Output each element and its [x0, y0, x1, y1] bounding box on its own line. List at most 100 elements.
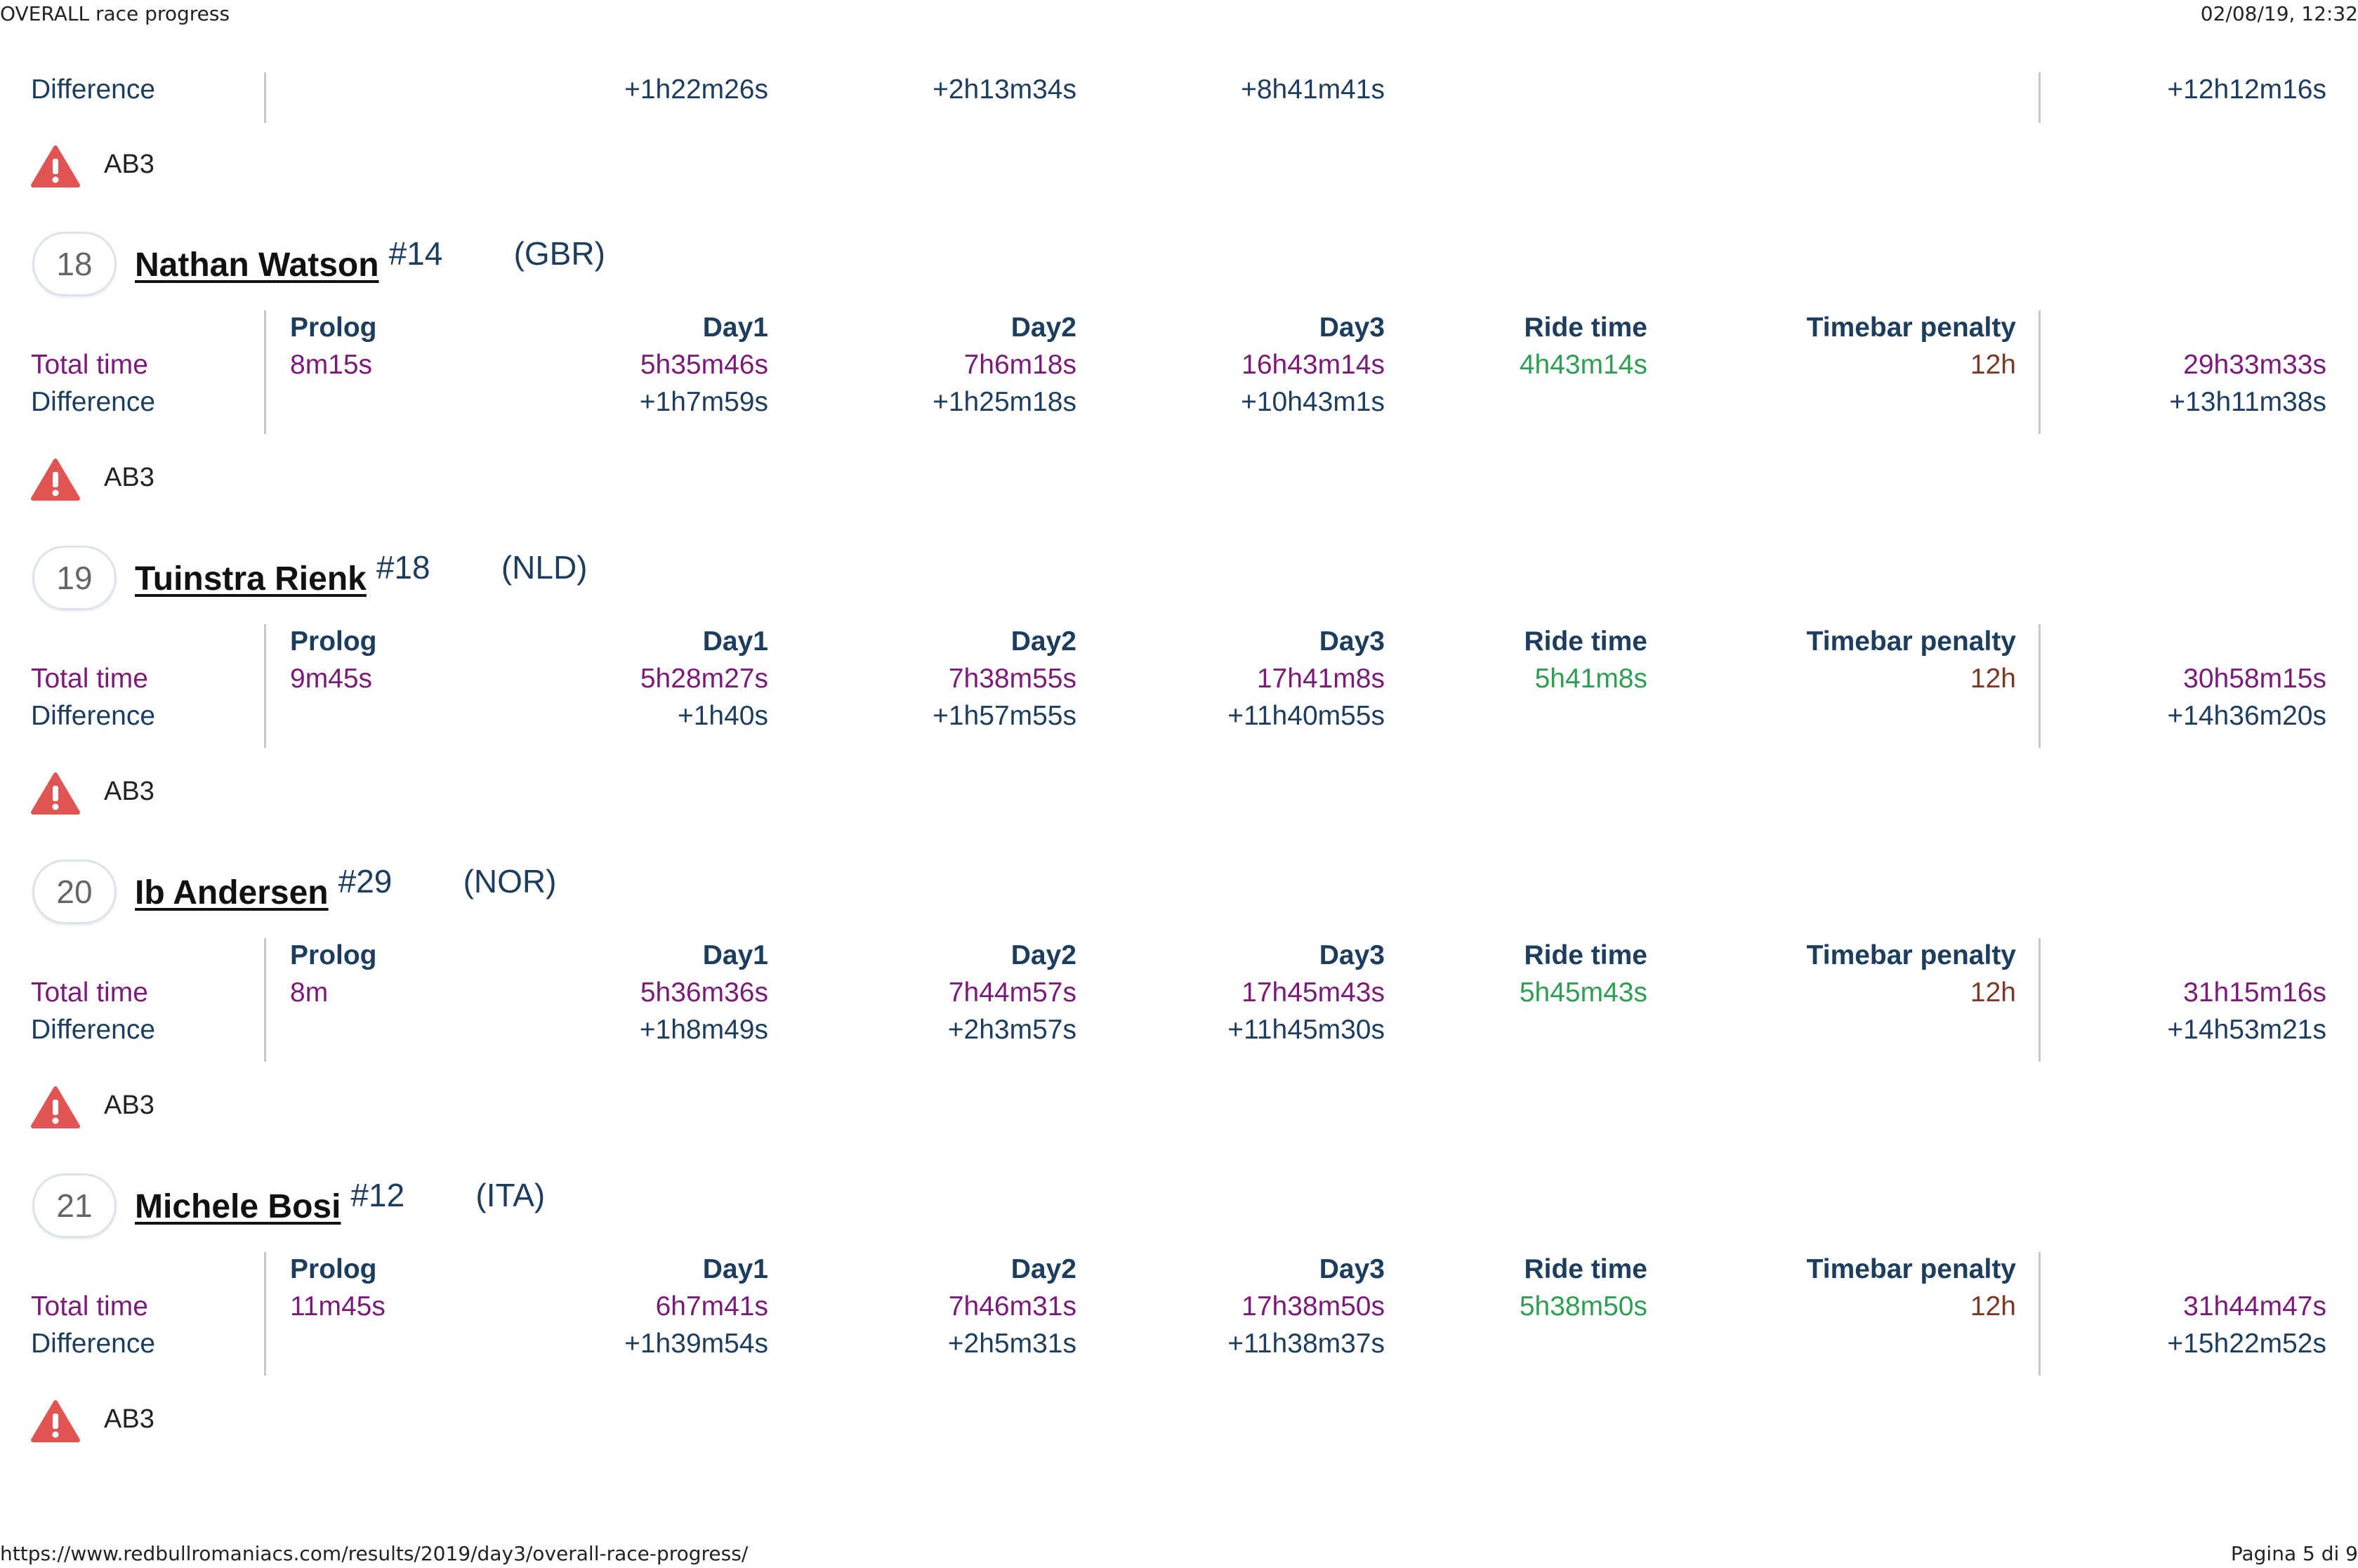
difference-label: Difference — [31, 701, 156, 731]
difference-label: Difference — [31, 387, 156, 417]
warning-label: AB3 — [104, 150, 154, 179]
col-header-day3: Day3 — [1319, 1254, 1385, 1284]
position-badge: 19 — [32, 546, 117, 610]
col-header-day1: Day1 — [702, 1254, 768, 1284]
diff-day3: +11h38m37s — [1227, 1329, 1385, 1359]
col-header-prolog: Prolog — [290, 312, 377, 343]
col-header-prolog: Prolog — [290, 1254, 377, 1284]
warning-icon — [31, 1086, 80, 1128]
difference-label: Difference — [31, 74, 156, 105]
diff-overall: +14h36m20s — [2167, 701, 2326, 731]
divider-right — [2038, 310, 2041, 434]
total-ride-time: 4h43m14s — [1519, 350, 1647, 380]
total-day2: 7h44m57s — [948, 977, 1076, 1008]
total-day1: 5h28m27s — [640, 664, 768, 694]
col-header-day2: Day2 — [1010, 1254, 1076, 1284]
rider-number: #29 — [338, 863, 393, 900]
total-day3: 17h38m50s — [1241, 1291, 1385, 1322]
col-header-day3: Day3 — [1319, 626, 1385, 657]
col-header-prolog: Prolog — [290, 626, 377, 657]
position-badge: 20 — [32, 859, 117, 924]
col-header-timebar-penalty: Timebar penalty — [1806, 626, 2016, 657]
total-penalty: 12h — [1970, 977, 2016, 1008]
print-title: OVERALL race progress — [0, 2, 230, 25]
warning-icon — [31, 145, 80, 187]
rider-name-link[interactable]: Michele Bosi — [135, 1188, 341, 1225]
print-datetime: 02/08/19, 12:32 — [2200, 2, 2358, 25]
diff-day1: +1h8m49s — [639, 1015, 768, 1045]
total-day3: 17h45m43s — [1241, 977, 1385, 1008]
diff-day2: +2h13m34s — [933, 74, 1076, 105]
diff-day1: +1h39m54s — [624, 1329, 768, 1359]
diff-day2: +2h5m31s — [947, 1329, 1076, 1359]
col-header-ride-time: Ride time — [1524, 1254, 1647, 1284]
diff-overall: +15h22m52s — [2167, 1329, 2326, 1359]
total-ride-time: 5h45m43s — [1519, 977, 1647, 1008]
total-prolog: 8m15s — [290, 350, 373, 380]
diff-day2: +2h3m57s — [947, 1015, 1076, 1045]
total-day3: 16h43m14s — [1241, 350, 1385, 380]
col-header-ride-time: Ride time — [1524, 312, 1647, 343]
warning-label: AB3 — [104, 1404, 154, 1434]
col-header-timebar-penalty: Timebar penalty — [1806, 1254, 2016, 1284]
total-ride-time: 5h41m8s — [1534, 664, 1647, 694]
rider-name-link[interactable]: Nathan Watson — [135, 246, 379, 284]
total-day2: 7h38m55s — [948, 664, 1076, 694]
total-day1: 5h36m36s — [640, 977, 768, 1008]
total-day2: 7h46m31s — [948, 1291, 1076, 1322]
rider-number: #12 — [350, 1177, 405, 1213]
total-prolog: 9m45s — [290, 664, 373, 694]
total-day1: 6h7m41s — [655, 1291, 768, 1322]
total-time-label: Total time — [31, 350, 148, 380]
total-time-label: Total time — [31, 977, 148, 1008]
position-badge: 21 — [32, 1173, 117, 1238]
col-header-ride-time: Ride time — [1524, 940, 1647, 970]
warning-icon — [31, 772, 80, 815]
warning-label: AB3 — [104, 1091, 154, 1120]
print-header: OVERALL race progress 02/08/19, 12:32 — [0, 0, 2358, 28]
divider-left — [264, 938, 266, 1062]
divider-left — [264, 72, 266, 123]
diff-overall: +13h11m38s — [2169, 387, 2326, 417]
col-header-day1: Day1 — [702, 940, 768, 970]
divider-right — [2038, 624, 2041, 748]
col-header-day2: Day2 — [1010, 626, 1076, 657]
rider-number: #14 — [388, 235, 443, 272]
total-day3: 17h41m8s — [1256, 664, 1385, 694]
diff-day3: +8h41m41s — [1241, 74, 1385, 105]
total-overall: 29h33m33s — [2183, 350, 2326, 380]
divider-right — [2038, 938, 2041, 1062]
col-header-timebar-penalty: Timebar penalty — [1806, 940, 2016, 970]
total-day2: 7h6m18s — [963, 350, 1076, 380]
total-prolog: 11m45s — [290, 1291, 386, 1322]
total-ride-time: 5h38m50s — [1519, 1291, 1647, 1322]
divider-right — [2038, 1252, 2041, 1376]
difference-label: Difference — [31, 1015, 156, 1045]
total-prolog: 8m — [290, 977, 329, 1008]
rider-nationality: (GBR) — [513, 235, 605, 272]
warning-label: AB3 — [104, 463, 154, 492]
divider-left — [264, 310, 266, 434]
diff-day3: +11h45m30s — [1227, 1015, 1385, 1045]
col-header-prolog: Prolog — [290, 940, 377, 970]
diff-day2: +1h25m18s — [933, 387, 1076, 417]
total-penalty: 12h — [1970, 350, 2016, 380]
diff-overall: +14h53m21s — [2167, 1015, 2326, 1045]
rider-name-link[interactable]: Tuinstra Rienk — [135, 560, 367, 598]
divider-right — [2038, 72, 2041, 123]
warning-icon — [31, 1400, 80, 1442]
total-penalty: 12h — [1970, 664, 2016, 694]
col-header-day3: Day3 — [1319, 940, 1385, 970]
diff-day1: +1h40s — [677, 701, 768, 731]
print-page-number: Pagina 5 di 9 — [2230, 1542, 2358, 1565]
col-header-ride-time: Ride time — [1524, 626, 1647, 657]
col-header-timebar-penalty: Timebar penalty — [1806, 312, 2016, 343]
total-overall: 30h58m15s — [2183, 664, 2326, 694]
rider-name-link[interactable]: Ib Andersen — [135, 874, 329, 911]
total-overall: 31h15m16s — [2183, 977, 2326, 1008]
diff-day1: +1h22m26s — [624, 74, 768, 105]
total-day1: 5h35m46s — [640, 350, 768, 380]
warning-icon — [31, 459, 80, 501]
diff-day3: +10h43m1s — [1241, 387, 1385, 417]
diff-overall: +12h12m16s — [2167, 74, 2326, 105]
